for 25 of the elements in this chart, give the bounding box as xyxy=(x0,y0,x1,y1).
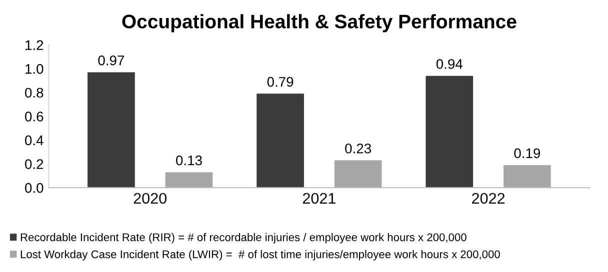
data-label: 0.23 xyxy=(345,144,371,154)
chart-title: Occupational Health & Safety Performance xyxy=(122,14,516,32)
x-tick-label: 2022 xyxy=(472,192,505,204)
y-tick-label: 0.6 xyxy=(25,112,44,122)
bar xyxy=(334,160,382,188)
x-tick-label: 2020 xyxy=(134,192,166,204)
bar xyxy=(504,165,551,188)
x-tick-label: 2021 xyxy=(302,192,336,204)
data-label: 0.94 xyxy=(436,59,463,69)
y-tick-label: 1.0 xyxy=(26,64,44,74)
y-tick-label: 0.8 xyxy=(25,88,44,98)
bar xyxy=(256,94,304,188)
y-tick-label: 1.2 xyxy=(26,40,44,50)
data-label: 0.97 xyxy=(98,56,124,66)
data-label: 0.13 xyxy=(176,155,202,166)
bar xyxy=(88,72,135,188)
y-tick-label: 0.4 xyxy=(25,135,44,146)
data-label: 0.79 xyxy=(267,76,294,87)
bar xyxy=(165,172,213,188)
bar xyxy=(426,76,474,188)
data-label: 0.19 xyxy=(514,148,540,158)
legend-label: Lost Workday Case Incident Rate (LWIR) = # of lost time injuries/employee work hours x 200,000 xyxy=(20,250,500,260)
y-tick-label: 0.0 xyxy=(25,183,44,193)
y-tick-label: 0.2 xyxy=(25,159,44,170)
legend-label: Recordable Incident Rate (RIR) = # of recordable injuries / employee work hours x 200,000 xyxy=(20,233,466,244)
